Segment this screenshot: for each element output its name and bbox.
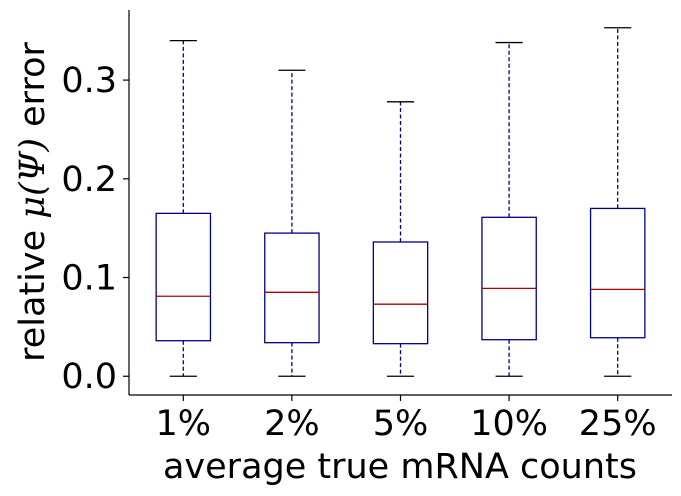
x-tick-label: 1%: [156, 404, 212, 444]
y-axis-label-math: μ(Ψ): [13, 138, 53, 219]
y-tick-label: 0.0: [61, 357, 117, 397]
x-ticks: 1% 2% 5% 10% 25%: [156, 395, 657, 444]
x-tick-label: 25%: [579, 404, 657, 444]
box-body: [155, 212, 212, 342]
x-tick-label: 5%: [373, 404, 429, 444]
y-tick-label: 0.2: [61, 160, 117, 200]
boxes: [155, 27, 646, 377]
box-body: [372, 241, 429, 345]
box-group: [589, 27, 646, 377]
x-axis-label: average true mRNA counts: [163, 447, 637, 487]
box-body: [589, 207, 646, 339]
box-group: [372, 101, 429, 377]
box-group: [155, 39, 212, 377]
y-tick-label: 0.1: [61, 259, 117, 299]
y-axis-label-suffix: error: [13, 42, 53, 138]
box-group: [264, 69, 320, 377]
y-tick-label: 0.3: [61, 61, 117, 101]
box-body: [481, 216, 537, 341]
y-axis-label: relative μ(Ψ) error: [13, 42, 53, 362]
y-axis-label-prefix: relative: [13, 219, 53, 362]
y-ticks: 0.0 0.1 0.2 0.3: [61, 61, 129, 397]
box-body: [264, 232, 320, 344]
box-group: [481, 41, 537, 377]
x-tick-label: 2%: [264, 404, 320, 444]
x-tick-label: 10%: [470, 404, 548, 444]
